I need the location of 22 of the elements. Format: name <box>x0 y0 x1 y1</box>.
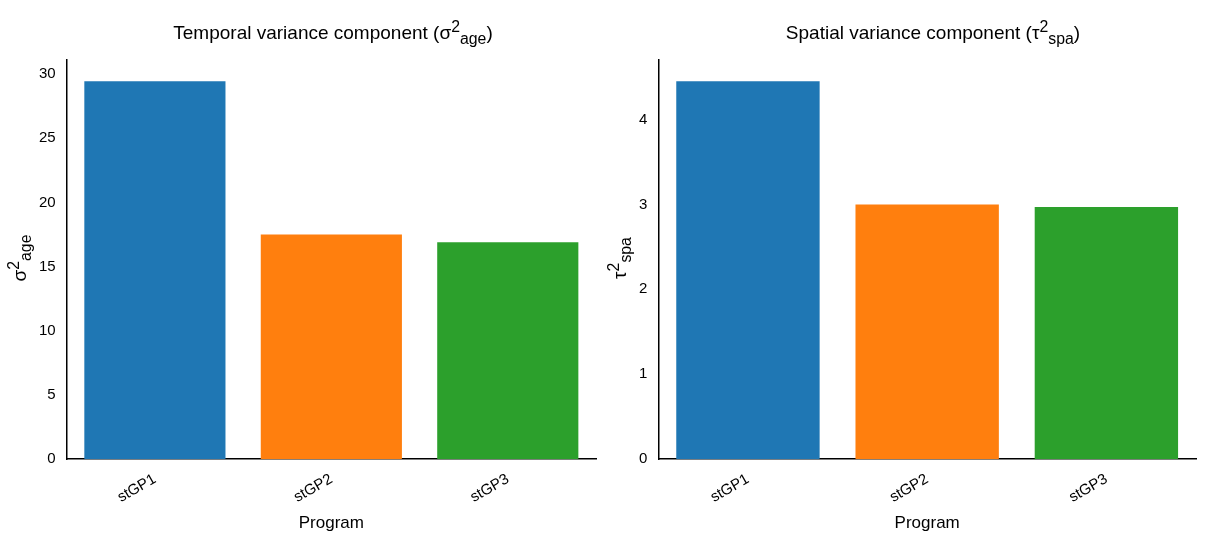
y-tick-label: 10 <box>39 320 56 338</box>
y-tick-label: 2 <box>639 279 648 297</box>
y-tick-label: 0 <box>47 449 56 467</box>
y-tick-label: 15 <box>39 256 56 274</box>
bar <box>84 81 226 460</box>
chart-title: Spatial variance component (τ$^{2}$$_{spa}$) <box>784 18 1082 49</box>
y-tick-label: 1 <box>639 364 648 382</box>
y-tick-label: 20 <box>39 192 56 210</box>
y-tick-label: 4 <box>639 109 648 127</box>
bar <box>437 242 579 460</box>
bar <box>855 204 999 460</box>
y-tick-label: 25 <box>39 128 56 146</box>
x-axis-title: Program <box>894 513 960 533</box>
x-axis-title: Program <box>298 513 364 533</box>
y-tick-label: 3 <box>639 194 648 212</box>
y-tick-label: 30 <box>39 64 56 82</box>
y-tick-label: 0 <box>639 449 648 467</box>
y-tick-label: 5 <box>47 385 56 403</box>
bar <box>1034 206 1179 460</box>
bar <box>676 81 820 460</box>
chart-title: Temporal variance component (σ$^{2}$$_{age}$) <box>172 18 494 49</box>
bar <box>260 234 402 460</box>
